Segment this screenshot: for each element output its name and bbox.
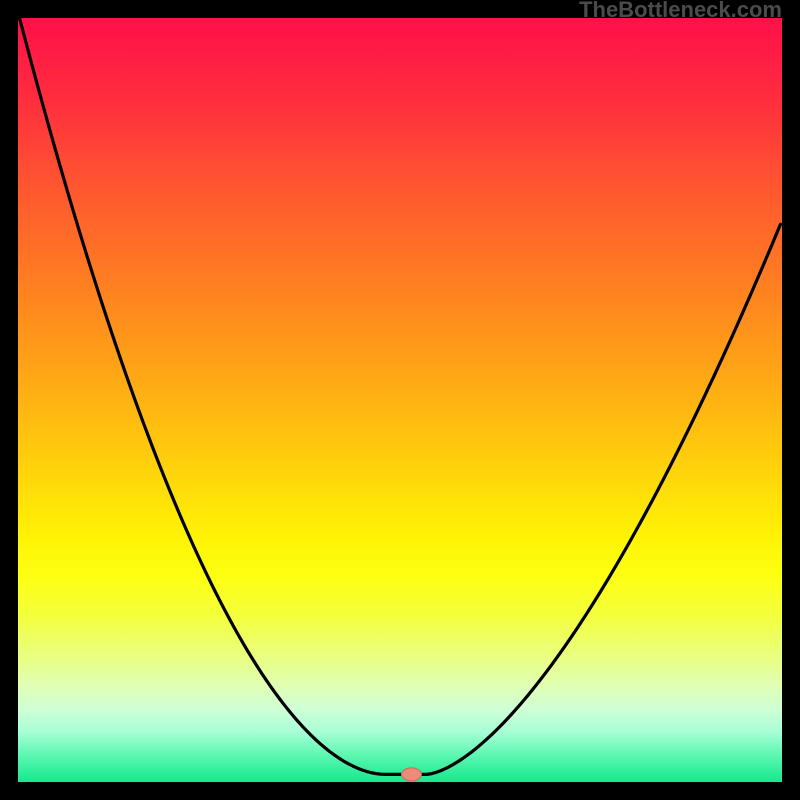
watermark-text: TheBottleneck.com xyxy=(579,0,782,23)
chart-frame: TheBottleneck.com xyxy=(0,0,800,800)
chart-svg-layer xyxy=(18,18,782,782)
chart-plot-area xyxy=(18,18,782,782)
bottleneck-curve xyxy=(20,18,781,774)
optimum-marker xyxy=(401,768,421,781)
